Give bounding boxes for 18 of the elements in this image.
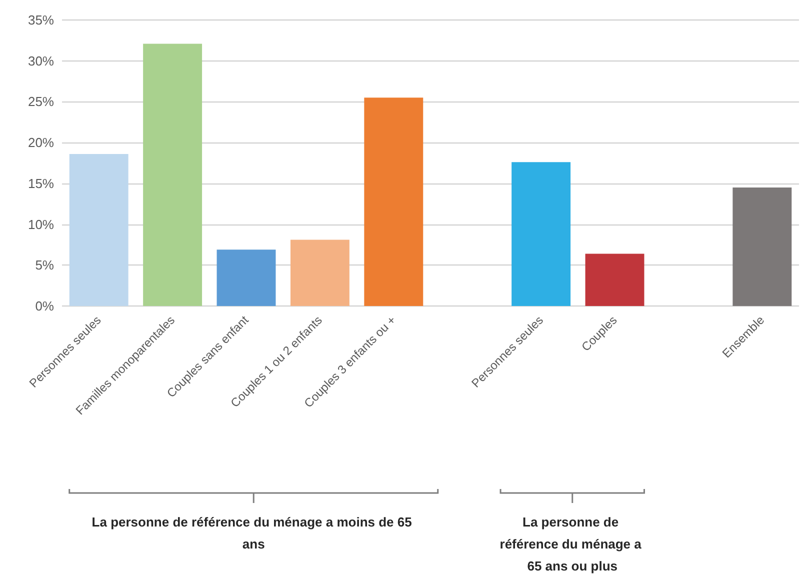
y-tick-label: 35% bbox=[28, 12, 54, 28]
y-tick-label: 20% bbox=[28, 135, 54, 150]
bar bbox=[216, 250, 276, 306]
bar bbox=[290, 240, 350, 306]
bar bbox=[732, 188, 792, 306]
bar bbox=[512, 162, 571, 306]
y-tick-label: 10% bbox=[28, 216, 54, 232]
y-tick-label: 0% bbox=[35, 298, 54, 314]
text: La personne de référence du ménage a moins de 65 ans bbox=[92, 514, 416, 552]
bar bbox=[143, 44, 202, 306]
bar bbox=[69, 154, 128, 306]
y-tick-label: 5% bbox=[35, 258, 54, 273]
y-tick-label: 30% bbox=[28, 53, 54, 68]
bar bbox=[364, 98, 424, 306]
y-tick-label: 15% bbox=[28, 176, 54, 191]
bar bbox=[585, 254, 644, 306]
text: La personne de référence du ménage a 65 ans ou plus bbox=[500, 514, 645, 574]
y-tick-label: 25% bbox=[28, 94, 54, 110]
